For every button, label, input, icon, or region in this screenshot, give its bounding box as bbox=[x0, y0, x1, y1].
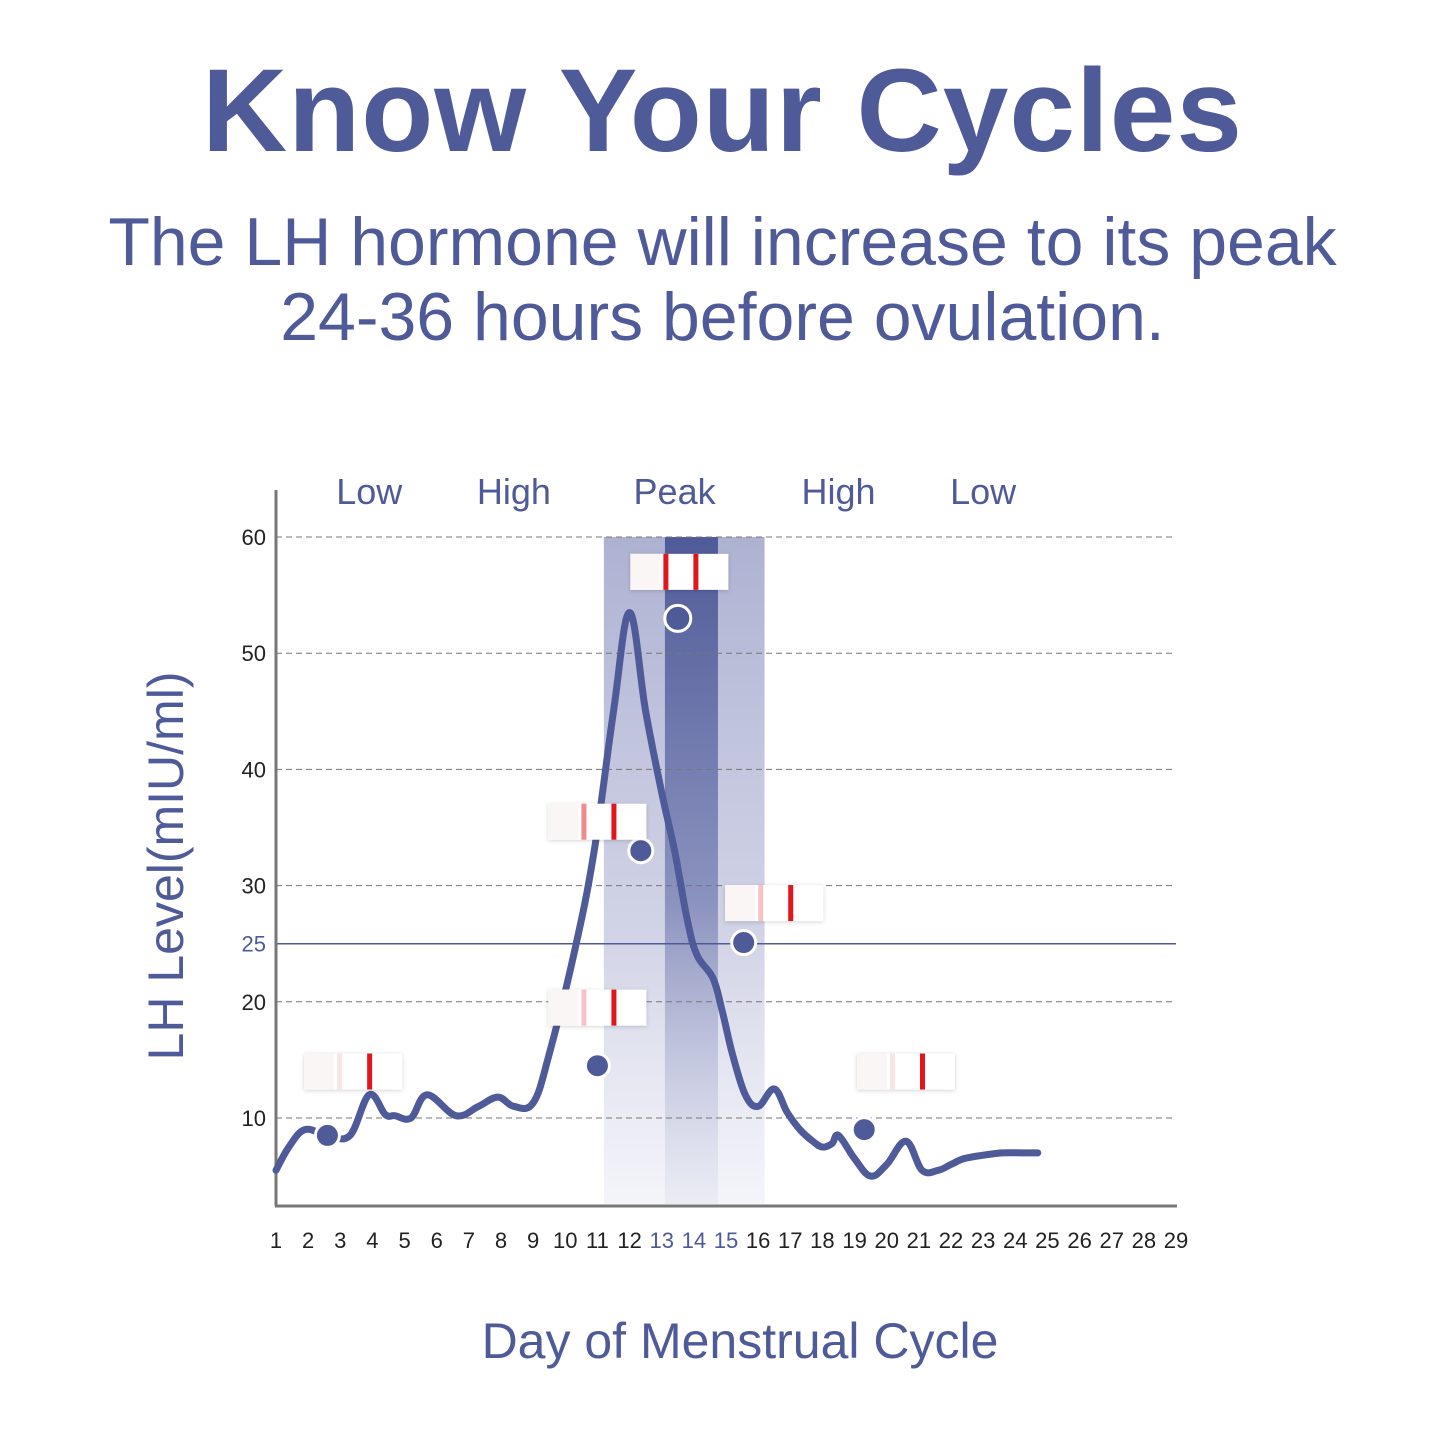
control-line bbox=[581, 803, 587, 840]
x-tick-label: 23 bbox=[971, 1228, 995, 1253]
test-strip-handle bbox=[304, 1053, 335, 1090]
control-line bbox=[890, 1053, 895, 1090]
page-title: Know Your Cycles bbox=[201, 45, 1244, 177]
peak-band bbox=[664, 537, 718, 1204]
x-axis-title: Day of Menstrual Cycle bbox=[482, 1313, 999, 1369]
x-tick-label: 9 bbox=[527, 1228, 539, 1253]
control-line bbox=[663, 553, 669, 590]
phase-label: Low bbox=[336, 471, 403, 512]
x-tick-label: 27 bbox=[1099, 1228, 1123, 1253]
data-point-marker bbox=[850, 1116, 878, 1144]
x-tick-label: 10 bbox=[553, 1228, 577, 1253]
x-tick-label: 8 bbox=[495, 1228, 507, 1253]
phase-label: Low bbox=[950, 471, 1017, 512]
data-point-marker bbox=[627, 837, 655, 865]
x-tick-label: 26 bbox=[1067, 1228, 1091, 1253]
y-tick-label: 40 bbox=[242, 757, 266, 782]
test-line bbox=[920, 1053, 925, 1090]
x-tick-label: 19 bbox=[842, 1228, 866, 1253]
test-strip-handle bbox=[548, 803, 579, 840]
control-line bbox=[337, 1053, 343, 1090]
test-strip-handle bbox=[857, 1053, 887, 1090]
subtitle-line-2: 24-36 hours before ovulation. bbox=[280, 279, 1165, 355]
x-tick-label: 15 bbox=[714, 1228, 738, 1253]
data-point-marker bbox=[313, 1121, 341, 1149]
x-tick-label: 5 bbox=[398, 1228, 410, 1253]
x-tick-label: 12 bbox=[617, 1228, 641, 1253]
x-tick-label: 20 bbox=[874, 1228, 898, 1253]
x-tick-label: 2 bbox=[302, 1228, 314, 1253]
y-tick-label: 10 bbox=[242, 1106, 266, 1131]
y-axis-title: LH Level(mIU/ml) bbox=[138, 672, 194, 1061]
x-tick-label: 16 bbox=[746, 1228, 770, 1253]
test-strip bbox=[548, 989, 647, 1026]
x-tick-label: 18 bbox=[810, 1228, 834, 1253]
phase-label: Peak bbox=[634, 471, 717, 512]
data-point-marker bbox=[583, 1052, 611, 1080]
y-tick-label: 25 bbox=[242, 932, 266, 957]
x-tick-label: 7 bbox=[463, 1228, 475, 1253]
x-tick-label: 17 bbox=[778, 1228, 802, 1253]
subtitle-line-1: The LH hormone will increase to its peak bbox=[108, 204, 1337, 280]
x-tick-label: 29 bbox=[1164, 1228, 1188, 1253]
test-strip bbox=[304, 1053, 403, 1090]
x-tick-label: 25 bbox=[1035, 1228, 1059, 1253]
control-line bbox=[758, 885, 764, 922]
x-tick-label: 11 bbox=[586, 1228, 609, 1253]
y-tick-label: 50 bbox=[242, 641, 266, 666]
test-strip-handle bbox=[630, 553, 661, 590]
test-line bbox=[788, 885, 794, 922]
phase-label: High bbox=[801, 471, 875, 512]
test-strip bbox=[630, 553, 729, 590]
test-line bbox=[611, 989, 617, 1026]
y-tick-label: 20 bbox=[242, 990, 266, 1015]
test-line bbox=[367, 1053, 373, 1090]
test-line bbox=[611, 803, 617, 840]
phase-label: High bbox=[477, 471, 551, 512]
lh-series-line bbox=[272, 609, 1042, 1180]
test-strip bbox=[857, 1053, 955, 1090]
x-tick-label: 13 bbox=[649, 1228, 673, 1253]
control-line bbox=[581, 989, 587, 1026]
test-strip bbox=[725, 885, 824, 922]
data-point-marker bbox=[663, 603, 693, 633]
x-tick-label: 28 bbox=[1132, 1228, 1156, 1253]
test-line bbox=[693, 553, 699, 590]
x-tick-label: 1 bbox=[270, 1228, 282, 1253]
x-tick-label: 3 bbox=[334, 1228, 346, 1253]
x-tick-label: 21 bbox=[907, 1228, 931, 1253]
data-point-marker bbox=[730, 929, 758, 957]
y-tick-label: 30 bbox=[242, 874, 266, 899]
x-tick-label: 6 bbox=[431, 1228, 443, 1253]
x-tick-label: 24 bbox=[1003, 1228, 1027, 1253]
test-strip-handle bbox=[548, 989, 579, 1026]
test-strip-handle bbox=[725, 885, 756, 922]
test-strip bbox=[548, 803, 647, 840]
x-tick-label: 14 bbox=[682, 1228, 706, 1253]
y-tick-label: 60 bbox=[242, 525, 266, 550]
x-tick-label: 22 bbox=[939, 1228, 963, 1253]
x-tick-label: 4 bbox=[366, 1228, 378, 1253]
